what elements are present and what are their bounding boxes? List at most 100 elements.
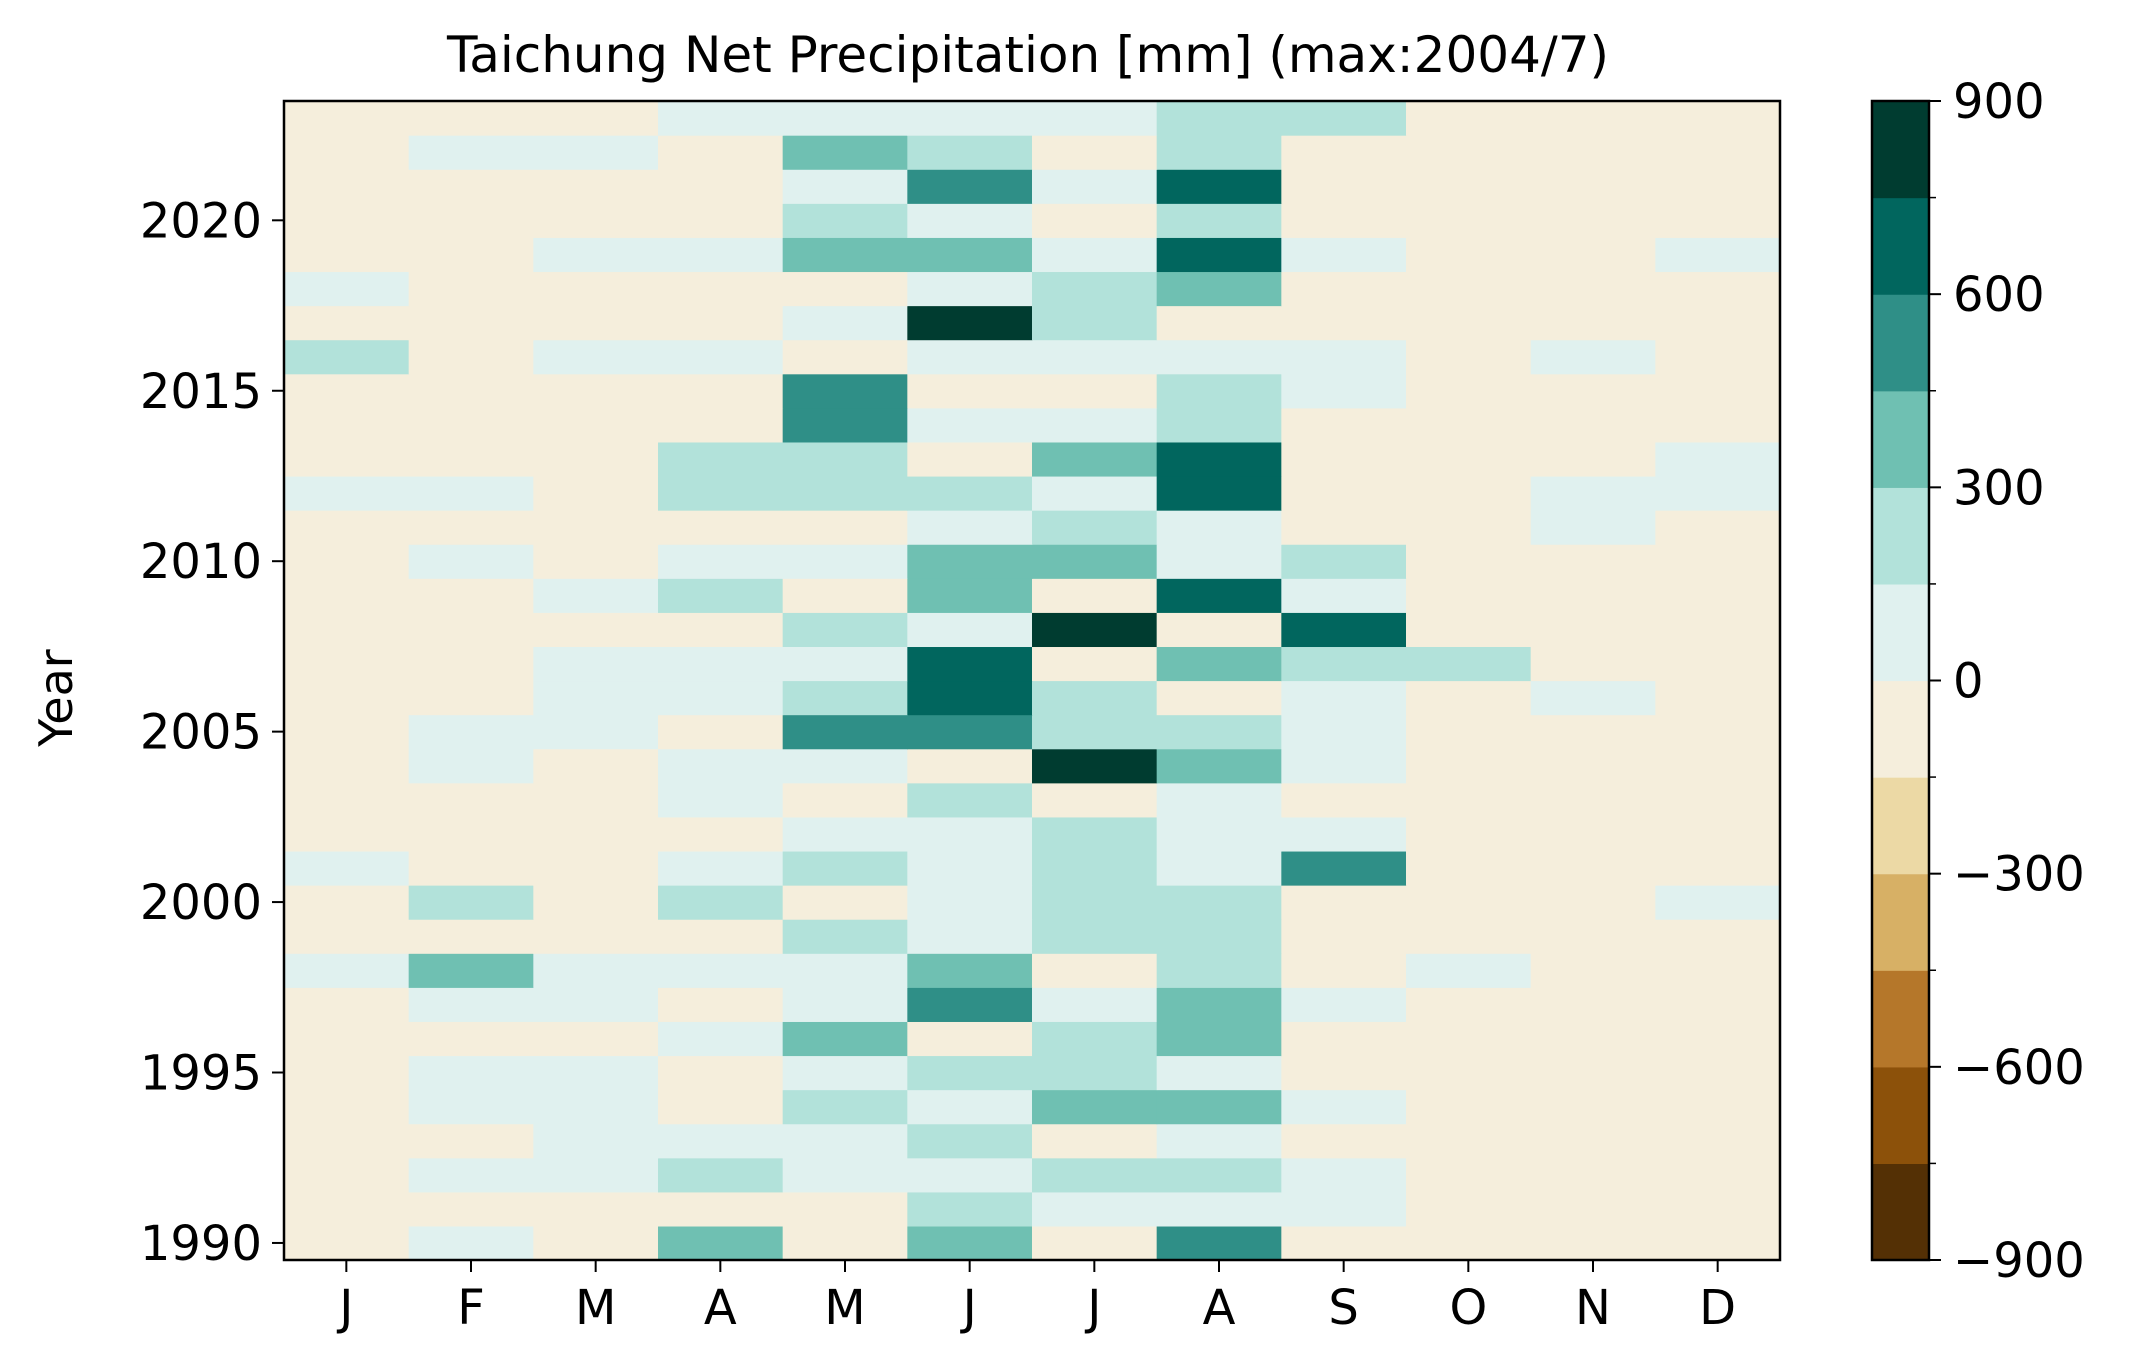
heatmap-cell: [1156, 953, 1282, 988]
heatmap-cell: [1032, 1191, 1158, 1227]
heatmap-cell: [408, 475, 534, 511]
heatmap-cell: [907, 407, 1033, 443]
heatmap-cell: [1530, 953, 1656, 988]
heatmap-cell: [1655, 714, 1781, 750]
heatmap-cell: [782, 1055, 908, 1091]
heatmap-cell: [907, 987, 1033, 1022]
heatmap-cell: [782, 1157, 908, 1193]
colorbar-tick-label: 900: [1953, 74, 2045, 130]
heatmap-cell: [1406, 1123, 1532, 1159]
heatmap-cell: [1655, 850, 1781, 886]
heatmap-cell: [1530, 1055, 1656, 1091]
heatmap-cell: [1406, 953, 1532, 988]
heatmap-cell: [1156, 885, 1282, 920]
heatmap-cell: [658, 1021, 784, 1057]
heatmap-cell: [1281, 475, 1407, 511]
heatmap-cell: [408, 510, 534, 545]
heatmap-cell: [284, 237, 410, 273]
heatmap-cell: [1406, 680, 1532, 716]
heatmap-cell: [907, 748, 1033, 784]
x-tick-label: M: [575, 1280, 616, 1336]
heatmap-cell: [782, 919, 908, 954]
heatmap-cell: [1406, 305, 1532, 341]
heatmap-cell: [1655, 919, 1781, 954]
heatmap-cell: [533, 748, 659, 784]
heatmap-cell: [1530, 578, 1656, 613]
heatmap-cell: [1530, 646, 1656, 682]
heatmap-cell: [408, 1191, 534, 1227]
x-tick-label: F: [457, 1280, 485, 1336]
heatmap-cell: [533, 816, 659, 852]
heatmap-cell: [1406, 885, 1532, 920]
colorbar-segment: [1872, 680, 1929, 778]
heatmap-cell: [533, 680, 659, 716]
heatmap-cell: [1655, 1089, 1781, 1125]
heatmap-cell: [1281, 1021, 1407, 1057]
heatmap-cell: [408, 271, 534, 307]
heatmap-cell: [1032, 850, 1158, 886]
colorbar-segment: [1872, 101, 1929, 199]
heatmap-cell: [1281, 612, 1407, 648]
heatmap-cell: [782, 339, 908, 375]
heatmap-cell: [533, 271, 659, 307]
heatmap-cell: [284, 1055, 410, 1091]
heatmap-cell: [1281, 407, 1407, 443]
heatmap-cell: [1032, 1123, 1158, 1159]
heatmap-cell: [907, 578, 1033, 613]
heatmap-cell: [1406, 373, 1532, 409]
heatmap-cell: [1655, 680, 1781, 716]
heatmap-cell: [1156, 1157, 1282, 1193]
heatmap-cell: [1281, 237, 1407, 273]
heatmap-cell: [907, 782, 1033, 818]
heatmap-cell: [658, 1123, 784, 1159]
heatmap-cell: [782, 373, 908, 409]
heatmap-cell: [408, 169, 534, 204]
heatmap-cell: [533, 987, 659, 1022]
heatmap-cell: [1281, 1191, 1407, 1227]
heatmap-cell: [408, 373, 534, 409]
heatmap-cell: [1406, 1191, 1532, 1227]
heatmap-cell: [408, 305, 534, 341]
heatmap-cell: [284, 816, 410, 852]
heatmap-cell: [782, 680, 908, 716]
heatmap-cell: [782, 578, 908, 613]
x-tick-label: J: [960, 1280, 977, 1336]
heatmap-cell: [782, 714, 908, 750]
heatmap-cell: [1655, 612, 1781, 648]
heatmap-cell: [782, 169, 908, 204]
heatmap-cell: [658, 953, 784, 988]
colorbar-segment: [1872, 1163, 1929, 1261]
heatmap-cell: [408, 714, 534, 750]
heatmap-cell: [658, 748, 784, 784]
heatmap-cell: [907, 1157, 1033, 1193]
heatmap-cell: [1406, 544, 1532, 579]
heatmap-cell: [284, 714, 410, 750]
heatmap-cell: [1032, 1055, 1158, 1091]
heatmap-cell: [408, 1157, 534, 1193]
heatmap-cell: [907, 1021, 1033, 1057]
heatmap-cell: [1281, 919, 1407, 954]
heatmap-cell: [284, 646, 410, 682]
heatmap-cell: [1032, 441, 1158, 477]
heatmap-cell: [782, 782, 908, 818]
heatmap-cell: [782, 1225, 908, 1261]
heatmap-cell: [658, 612, 784, 648]
x-tick-label: J: [336, 1280, 353, 1336]
heatmap-cell: [1655, 510, 1781, 545]
heatmap-cell: [1032, 339, 1158, 375]
heatmap-cell: [533, 510, 659, 545]
heatmap-cell: [1406, 1021, 1532, 1057]
heatmap-cell: [1530, 271, 1656, 307]
heatmap-cell: [1156, 373, 1282, 409]
x-tick-label: J: [1084, 1280, 1101, 1336]
heatmap-cell: [1032, 885, 1158, 920]
heatmap-cell: [1530, 203, 1656, 238]
heatmap-cell: [1530, 850, 1656, 886]
heatmap-cell: [1281, 101, 1407, 136]
heatmap-cell: [658, 1191, 784, 1227]
heatmap-cell: [1530, 475, 1656, 511]
colorbar-segment: [1872, 294, 1929, 392]
heatmap-cell: [1530, 680, 1656, 716]
heatmap-cell: [533, 850, 659, 886]
